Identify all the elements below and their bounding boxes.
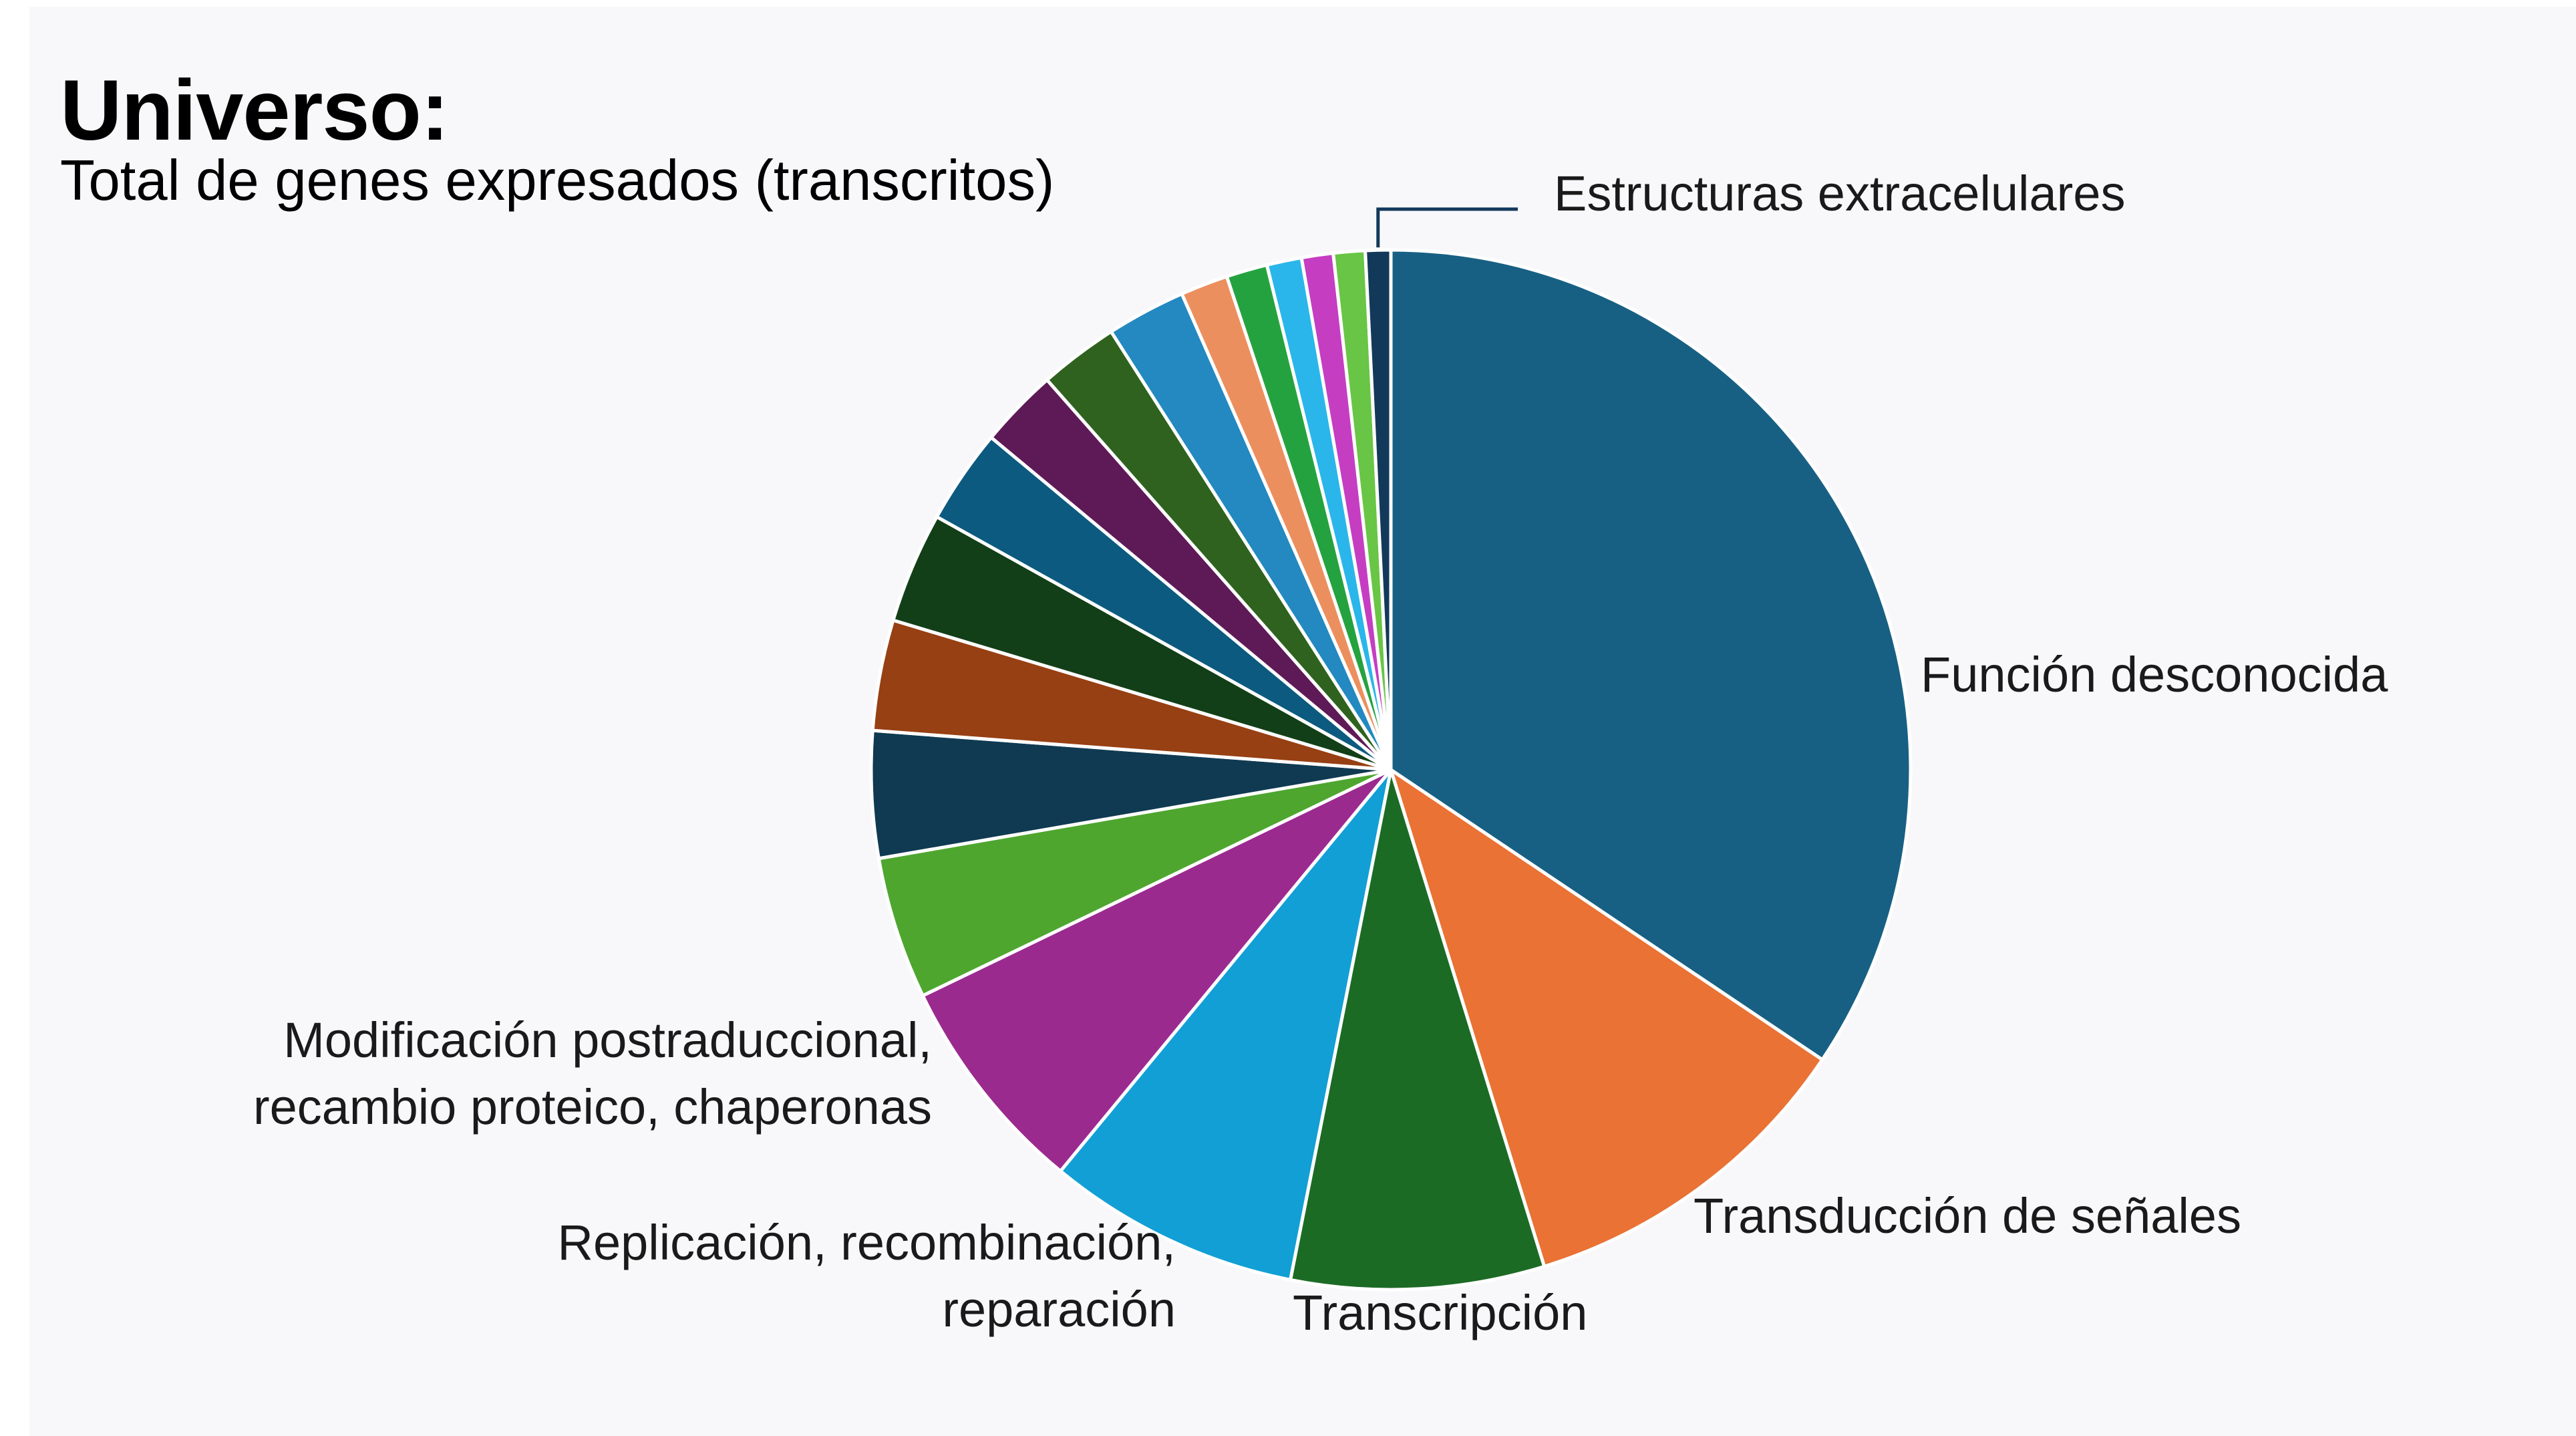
slice-label-transduccion-de-senales: Transducción de señales bbox=[1694, 1188, 2241, 1244]
pie-slice-7 bbox=[869, 728, 1393, 861]
pie-slice-estructuras-extracelulares bbox=[1363, 248, 1393, 772]
pie-slice-transcripcion bbox=[1289, 768, 1547, 1292]
pie-slice-transduccion-de-senales bbox=[1389, 768, 1824, 1268]
leader-lines bbox=[1376, 207, 1518, 248]
slice-label-transcripcion: Transcripción bbox=[1293, 1285, 1587, 1340]
leader-line-estructuras-extracelulares bbox=[1376, 207, 1518, 248]
slice-label-estructuras-extracelulares: Estructuras extracelulares bbox=[1554, 166, 2125, 221]
slice-label-funcion-desconocida: Función desconocida bbox=[1921, 647, 2388, 702]
pie-slice-modificacion-postraduccional-recambio-proteico-chaperonas bbox=[921, 768, 1393, 1173]
pie-slice-funcion-desconocida bbox=[1389, 248, 1913, 1062]
slice-label-replicacion-recombinacion-reparacion: Replicación, recombinación, reparación bbox=[558, 1215, 1176, 1337]
pie-slices bbox=[869, 248, 1913, 1292]
slice-labels: Función desconocida Transducción de señal… bbox=[253, 166, 2388, 1340]
pie-slice-replicacion-recombinacion-reparacion bbox=[1058, 768, 1393, 1282]
chart-title: Universo: bbox=[60, 63, 449, 158]
slice-label-modificacion-postraduccional-recambio-proteico-chaperonas: Modificación postraduccional, recambio pr… bbox=[253, 1012, 932, 1135]
pie-slice-6 bbox=[876, 768, 1393, 998]
chart-subtitle: Total de genes expresados (transcritos) bbox=[60, 149, 1055, 212]
